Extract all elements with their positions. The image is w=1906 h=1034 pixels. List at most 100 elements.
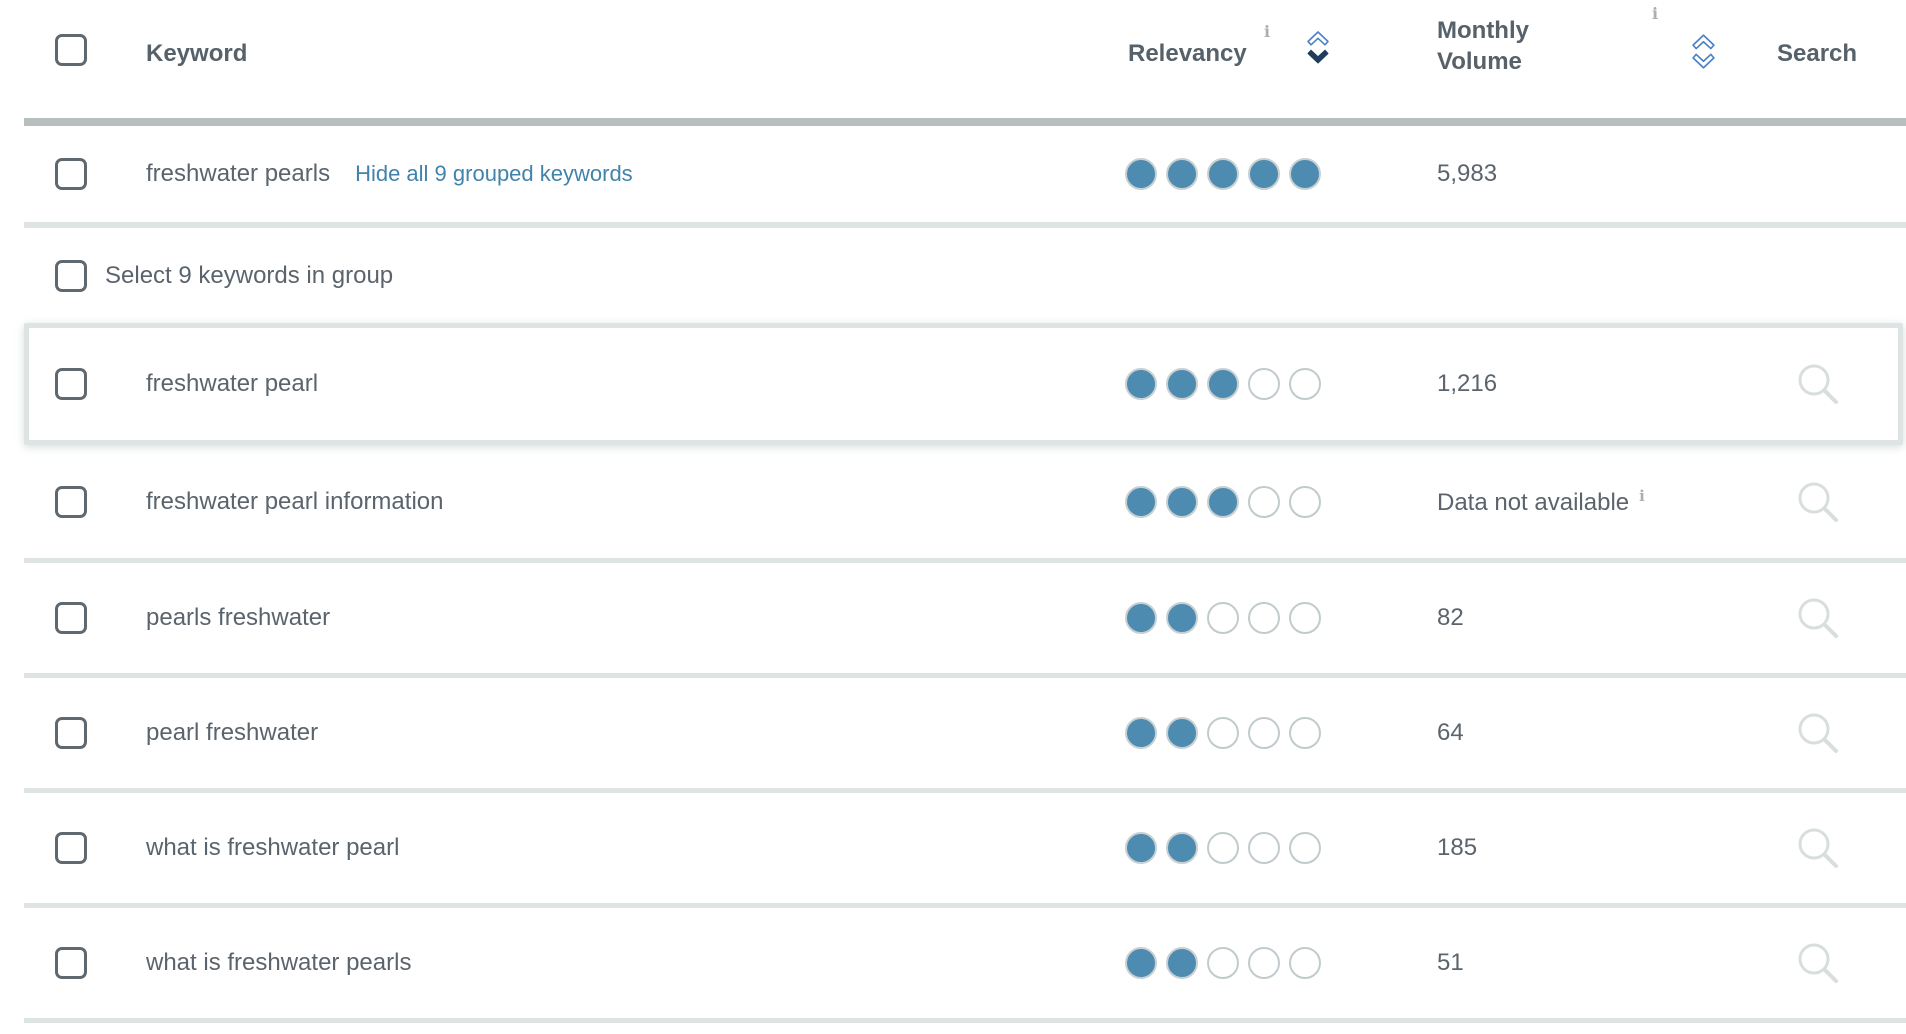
table-row-select-group: Select 9 keywords in group <box>0 228 1906 323</box>
row-checkbox[interactable] <box>55 717 87 749</box>
magnifier-icon <box>1798 828 1838 868</box>
relevancy-dot-filled <box>1207 368 1239 400</box>
relevancy-dot-filled <box>1125 158 1157 190</box>
monthly-volume-value: 5,983 <box>1437 160 1498 187</box>
relevancy-dot-filled <box>1166 368 1198 400</box>
sort-asc-icon[interactable] <box>1691 33 1716 51</box>
relevancy-dots <box>1125 717 1321 749</box>
table-row: what is freshwater pearls 51 <box>0 908 1906 1018</box>
header-divider-bar <box>24 118 1906 126</box>
keyword-text: freshwater pearl information <box>146 487 444 515</box>
relevancy-dot-filled <box>1248 158 1280 190</box>
relevancy-dots <box>1125 368 1321 400</box>
relevancy-info-icon[interactable]: i <box>1264 22 1271 41</box>
row-checkbox[interactable] <box>55 602 87 634</box>
keyword-cell: freshwater pearl information <box>146 488 443 516</box>
relevancy-dots <box>1125 485 1321 518</box>
relevancy-dot-empty <box>1248 947 1280 979</box>
search-keyword-button[interactable] <box>1794 478 1842 526</box>
relevancy-dot-filled <box>1166 832 1198 864</box>
monthly-volume-value: 51 <box>1437 949 1464 976</box>
row-checkbox[interactable] <box>55 368 87 400</box>
monthly-volume-column-header: Monthly Volume <box>1437 17 1529 75</box>
relevancy-dot-filled <box>1125 832 1157 864</box>
relevancy-dot-empty <box>1248 368 1280 400</box>
row-divider <box>24 222 1906 228</box>
table-row-group-parent: freshwater pearls Hide all 9 grouped keyw… <box>0 126 1906 222</box>
sort-asc-icon[interactable] <box>1306 30 1330 47</box>
row-divider <box>24 558 1906 563</box>
keyword-text: freshwater pearls <box>146 160 331 187</box>
row-checkbox[interactable] <box>55 947 87 979</box>
relevancy-dot-empty <box>1289 485 1321 518</box>
row-divider <box>24 1018 1906 1023</box>
keyword-text: what is freshwater pearls <box>146 949 412 976</box>
relevancy-dot-empty <box>1248 602 1280 634</box>
relevancy-dot-filled <box>1166 158 1198 190</box>
table-row: freshwater pearl 1,216 <box>0 328 1906 440</box>
search-keyword-button[interactable] <box>1794 824 1842 872</box>
magnifier-icon <box>1798 598 1838 638</box>
relevancy-dot-empty <box>1289 368 1321 400</box>
relevancy-dot-filled <box>1166 947 1198 979</box>
search-column-header: Search <box>1777 40 1858 67</box>
select-group-label: Select 9 keywords in group <box>105 261 394 289</box>
monthly-volume-info-icon[interactable]: i <box>1652 4 1659 23</box>
row-checkbox[interactable] <box>55 259 87 292</box>
relevancy-dot-filled <box>1166 485 1198 518</box>
relevancy-dot-filled <box>1125 947 1157 979</box>
table-row: pearl freshwater 64 <box>0 678 1906 788</box>
keyword-column-header: Keyword <box>146 40 248 67</box>
relevancy-dot-filled <box>1125 717 1157 749</box>
relevancy-dot-empty <box>1207 947 1239 979</box>
row-checkbox[interactable] <box>55 832 87 864</box>
relevancy-sort-control <box>1306 29 1330 66</box>
hide-grouped-keywords-link[interactable]: Hide all 9 grouped keywords <box>355 161 633 186</box>
sort-desc-icon[interactable] <box>1691 52 1716 70</box>
relevancy-dots <box>1125 947 1321 979</box>
magnifier-icon <box>1798 713 1838 753</box>
monthly-volume-value: 1,216 <box>1437 370 1498 397</box>
relevancy-column-header: Relevancy <box>1128 40 1247 67</box>
relevancy-dot-filled <box>1289 158 1321 190</box>
keyword-cell: freshwater pearl <box>146 370 318 398</box>
relevancy-dot-empty <box>1207 717 1239 749</box>
relevancy-dots <box>1125 832 1321 864</box>
relevancy-dot-empty <box>1289 602 1321 634</box>
keyword-text: pearl freshwater <box>146 719 319 746</box>
search-keyword-button[interactable] <box>1794 709 1842 757</box>
row-checkbox[interactable] <box>55 485 87 518</box>
keyword-text: freshwater pearl <box>146 370 319 397</box>
sort-desc-icon-active[interactable] <box>1306 48 1330 65</box>
magnifier-icon <box>1798 943 1838 983</box>
monthly-volume-value: 64 <box>1437 719 1464 746</box>
monthly-volume-value: 82 <box>1437 604 1464 631</box>
select-all-checkbox[interactable] <box>55 34 87 66</box>
monthly-volume-value: Data not available i <box>1437 486 1645 516</box>
search-keyword-button[interactable] <box>1794 360 1842 408</box>
relevancy-dot-filled <box>1166 717 1198 749</box>
row-divider <box>24 903 1906 908</box>
relevancy-dot-empty <box>1289 947 1321 979</box>
relevancy-dot-empty <box>1207 602 1239 634</box>
row-checkbox[interactable] <box>55 158 87 190</box>
relevancy-dot-empty <box>1248 485 1280 518</box>
table-row: what is freshwater pearl 185 <box>0 793 1906 903</box>
search-keyword-button[interactable] <box>1794 939 1842 987</box>
table-row: freshwater pearl information Data not ava… <box>0 445 1906 558</box>
magnifier-icon <box>1798 364 1838 404</box>
relevancy-dot-empty <box>1207 832 1239 864</box>
monthly-volume-sort-control <box>1691 32 1715 71</box>
keyword-cell: pearls freshwater <box>146 604 330 632</box>
row-divider <box>24 788 1906 793</box>
relevancy-dot-filled <box>1125 368 1157 400</box>
keyword-cell: what is freshwater pearl <box>146 834 399 862</box>
magnifier-icon <box>1798 482 1838 522</box>
relevancy-dots <box>1125 602 1321 634</box>
search-keyword-button[interactable] <box>1794 594 1842 642</box>
relevancy-dot-filled <box>1207 485 1239 518</box>
info-icon[interactable]: i <box>1639 486 1645 505</box>
relevancy-dot-filled <box>1166 602 1198 634</box>
monthly-volume-value: 185 <box>1437 834 1478 861</box>
keyword-text: what is freshwater pearl <box>146 834 400 861</box>
